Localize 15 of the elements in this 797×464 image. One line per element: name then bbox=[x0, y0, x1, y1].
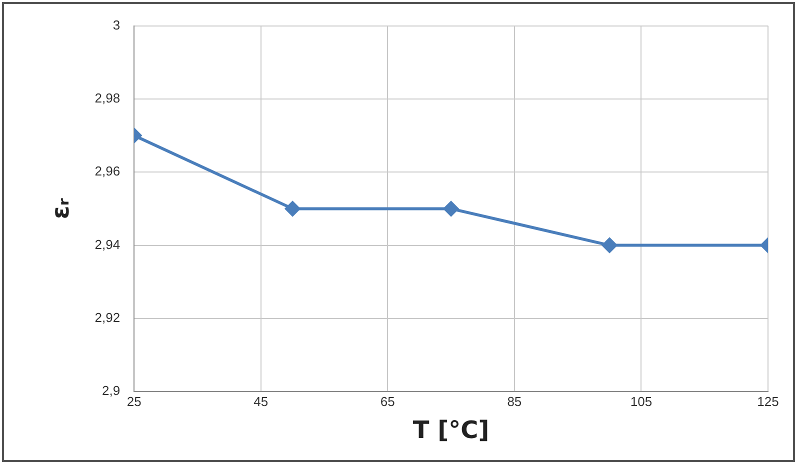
y-tick-label: 2,9 bbox=[102, 383, 120, 398]
x-tick-label: 85 bbox=[507, 394, 522, 409]
y-tick-label: 2,92 bbox=[94, 310, 120, 326]
y-tick-label: 2,94 bbox=[94, 236, 120, 252]
x-tick-label: 125 bbox=[757, 394, 779, 409]
y-tick-label: 2,98 bbox=[94, 90, 120, 106]
y-tick-label: 3 bbox=[112, 17, 120, 32]
y-axis-title: εᵣ bbox=[46, 198, 75, 220]
x-axis-title: T [°C] bbox=[412, 416, 490, 444]
x-tick-label: 45 bbox=[254, 394, 268, 409]
x-tick-label: 25 bbox=[126, 394, 142, 409]
point bbox=[444, 201, 459, 216]
x-tick-label: 105 bbox=[630, 394, 652, 409]
x-tick-label: 65 bbox=[380, 394, 395, 409]
y-tick-label: 2,96 bbox=[94, 164, 120, 179]
